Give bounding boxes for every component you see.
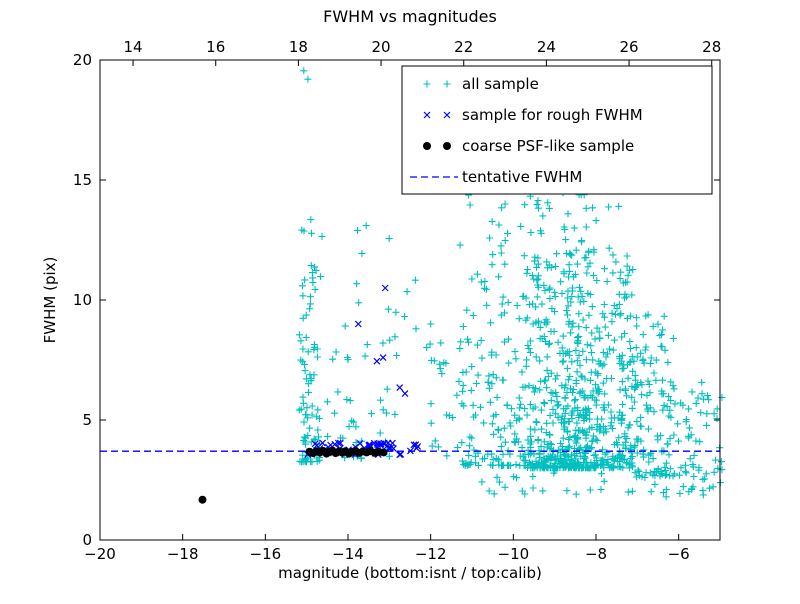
legend-marker-x [423,111,451,119]
series-coarse-psf-like-sample [198,446,388,504]
tick-label: 26 [620,38,639,56]
tick-label: 10 [73,291,92,309]
tick-label: 5 [82,411,92,429]
chart-title: FWHM vs magnitudes [323,7,497,26]
tick-label: −8 [585,545,607,563]
y-ticks-left: 0 5 10 15 20 [73,51,106,549]
ticks-layer: −20 −18 −16 −14 −12 −10 −8 −6 14 16 18 20 22 24 26 28 0 5… [73,38,721,563]
legend-marker-dot [423,142,451,150]
tick-label: −20 [84,545,116,563]
legend-box [401,65,713,195]
x-ticks-top: 14 16 18 20 22 24 26 28 [124,38,721,66]
legend: all sample sample for rough FWHM coarse PS… [401,65,713,195]
x-axis-label: magnitude (bottom:isnt / top:calib) [278,564,542,582]
tick-label: 0 [82,531,92,549]
tick-label: 15 [73,171,92,189]
tick-label: 28 [702,38,721,56]
legend-marker-plus [423,80,451,88]
legend-item-sample-for-rough-fwhm: sample for rough FWHM [423,106,643,124]
tick-label: 20 [73,51,92,69]
tick-label: −14 [332,545,364,563]
legend-item-tentative-fwhm: tentative FWHM [410,168,582,186]
tick-label: 14 [124,38,143,56]
tick-label: −10 [498,545,530,563]
tick-label: 16 [206,38,225,56]
tick-label: 24 [537,38,556,56]
y-ticks-right [714,59,720,541]
legend-item-all-sample: all sample [423,75,539,93]
tick-label: −12 [415,545,447,563]
y-axis-label: FWHM (pix) [41,257,59,344]
x-ticks-bottom: −20 −18 −16 −14 −12 −10 −8 −6 [84,534,690,563]
data-points-layer [100,67,726,504]
tick-label: −16 [250,545,282,563]
legend-item-label: coarse PSF-like sample [462,137,634,155]
legend-item-coarse-psf-like-sample: coarse PSF-like sample [423,137,634,155]
tick-label: 22 [454,38,473,56]
legend-item-label: all sample [462,75,539,93]
legend-item-label: tentative FWHM [462,168,582,186]
legend-item-label: sample for rough FWHM [462,106,643,124]
tick-label: −6 [668,545,690,563]
tick-label: 20 [372,38,391,56]
tick-label: −18 [167,545,199,563]
tick-label: 18 [289,38,308,56]
